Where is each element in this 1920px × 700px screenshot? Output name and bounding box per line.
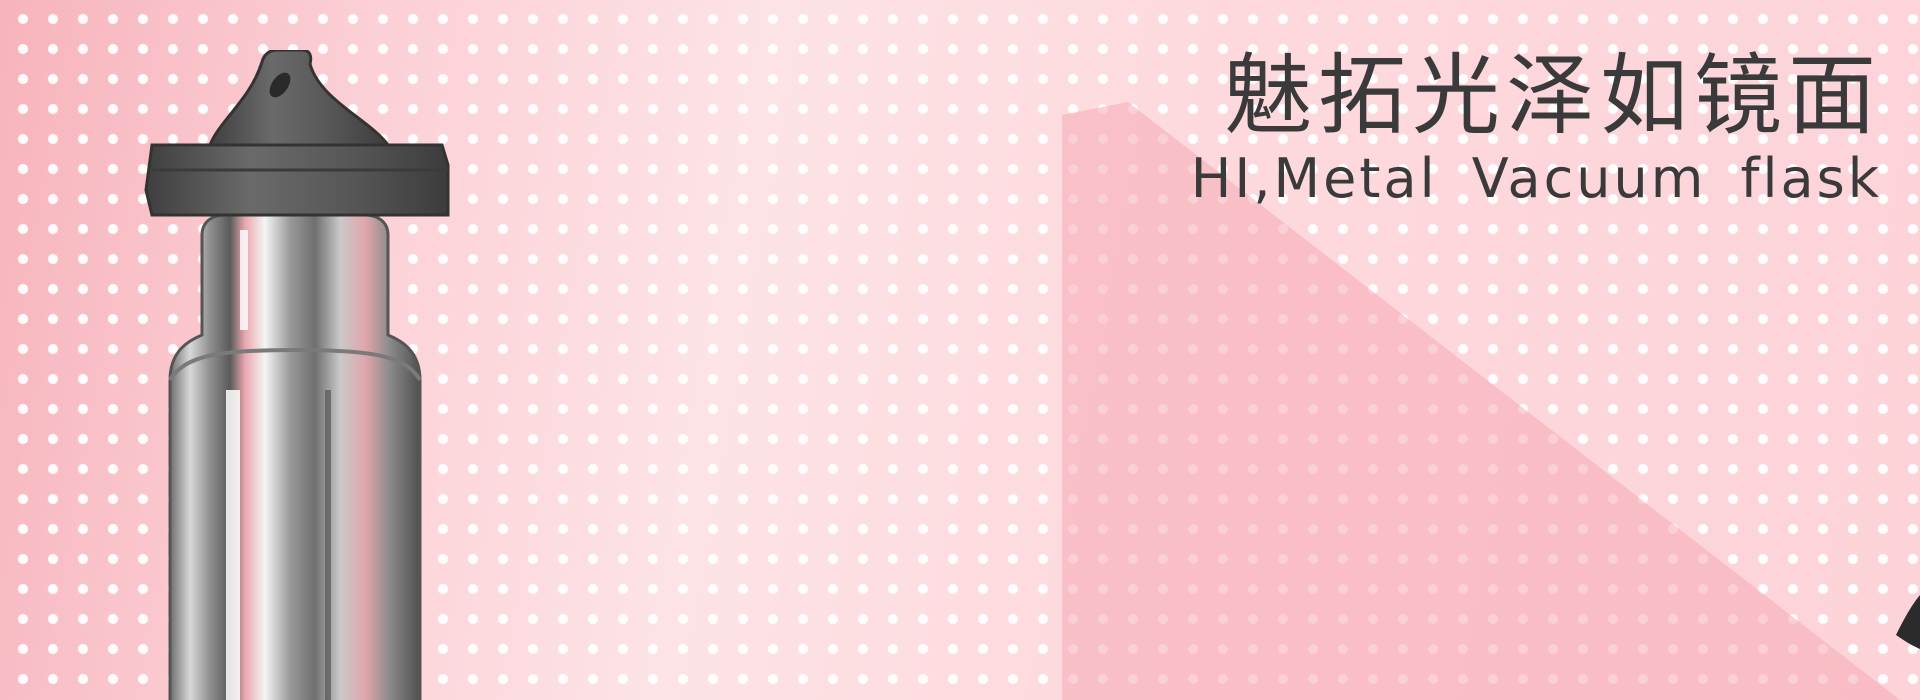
subline: HI,Metal Vacuum flask xyxy=(1190,147,1882,210)
headline: 魅拓光泽如镜面 xyxy=(1223,44,1882,147)
partial-dark-shape-icon xyxy=(1896,595,1920,649)
vacuum-flask-illustration xyxy=(144,50,450,700)
